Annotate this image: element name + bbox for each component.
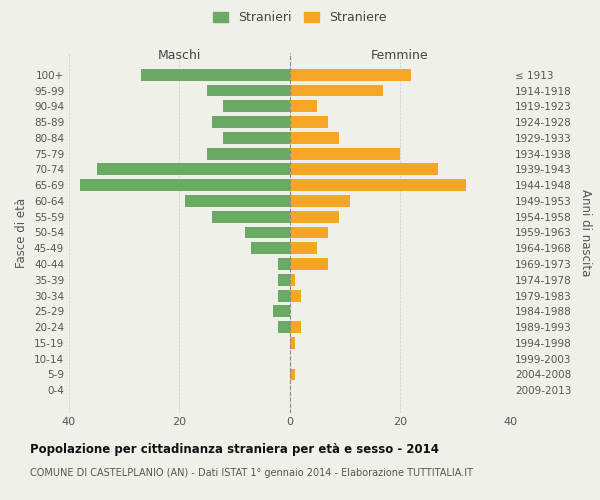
Bar — [290, 226, 328, 238]
Bar — [273, 306, 290, 318]
Bar — [223, 132, 290, 144]
Bar — [290, 337, 295, 349]
Legend: Stranieri, Straniere: Stranieri, Straniere — [208, 6, 392, 29]
Bar — [290, 69, 411, 80]
Bar — [290, 116, 328, 128]
Bar — [212, 116, 290, 128]
Bar — [290, 195, 350, 207]
Bar — [223, 100, 290, 112]
Text: Femmine: Femmine — [371, 49, 428, 62]
Text: COMUNE DI CASTELPLANIO (AN) - Dati ISTAT 1° gennaio 2014 - Elaborazione TUTTITAL: COMUNE DI CASTELPLANIO (AN) - Dati ISTAT… — [30, 468, 473, 478]
Bar — [290, 290, 301, 302]
Bar — [290, 84, 383, 96]
Y-axis label: Anni di nascita: Anni di nascita — [578, 189, 592, 276]
Bar — [290, 258, 328, 270]
Text: Maschi: Maschi — [158, 49, 201, 62]
Bar — [278, 258, 290, 270]
Bar — [290, 132, 339, 144]
Bar — [290, 164, 439, 175]
Bar — [290, 274, 295, 285]
Bar — [97, 164, 290, 175]
Bar — [207, 148, 290, 160]
Bar — [290, 100, 317, 112]
Bar — [290, 180, 466, 191]
Bar — [80, 180, 290, 191]
Y-axis label: Fasce di età: Fasce di età — [16, 198, 28, 268]
Bar — [290, 148, 400, 160]
Bar — [207, 84, 290, 96]
Bar — [278, 321, 290, 333]
Bar — [140, 69, 290, 80]
Bar — [185, 195, 290, 207]
Text: Popolazione per cittadinanza straniera per età e sesso - 2014: Popolazione per cittadinanza straniera p… — [30, 442, 439, 456]
Bar — [290, 321, 301, 333]
Bar — [212, 211, 290, 222]
Bar — [278, 274, 290, 285]
Bar — [245, 226, 290, 238]
Bar — [251, 242, 290, 254]
Bar — [278, 290, 290, 302]
Bar — [290, 368, 295, 380]
Bar — [290, 242, 317, 254]
Bar — [290, 211, 339, 222]
